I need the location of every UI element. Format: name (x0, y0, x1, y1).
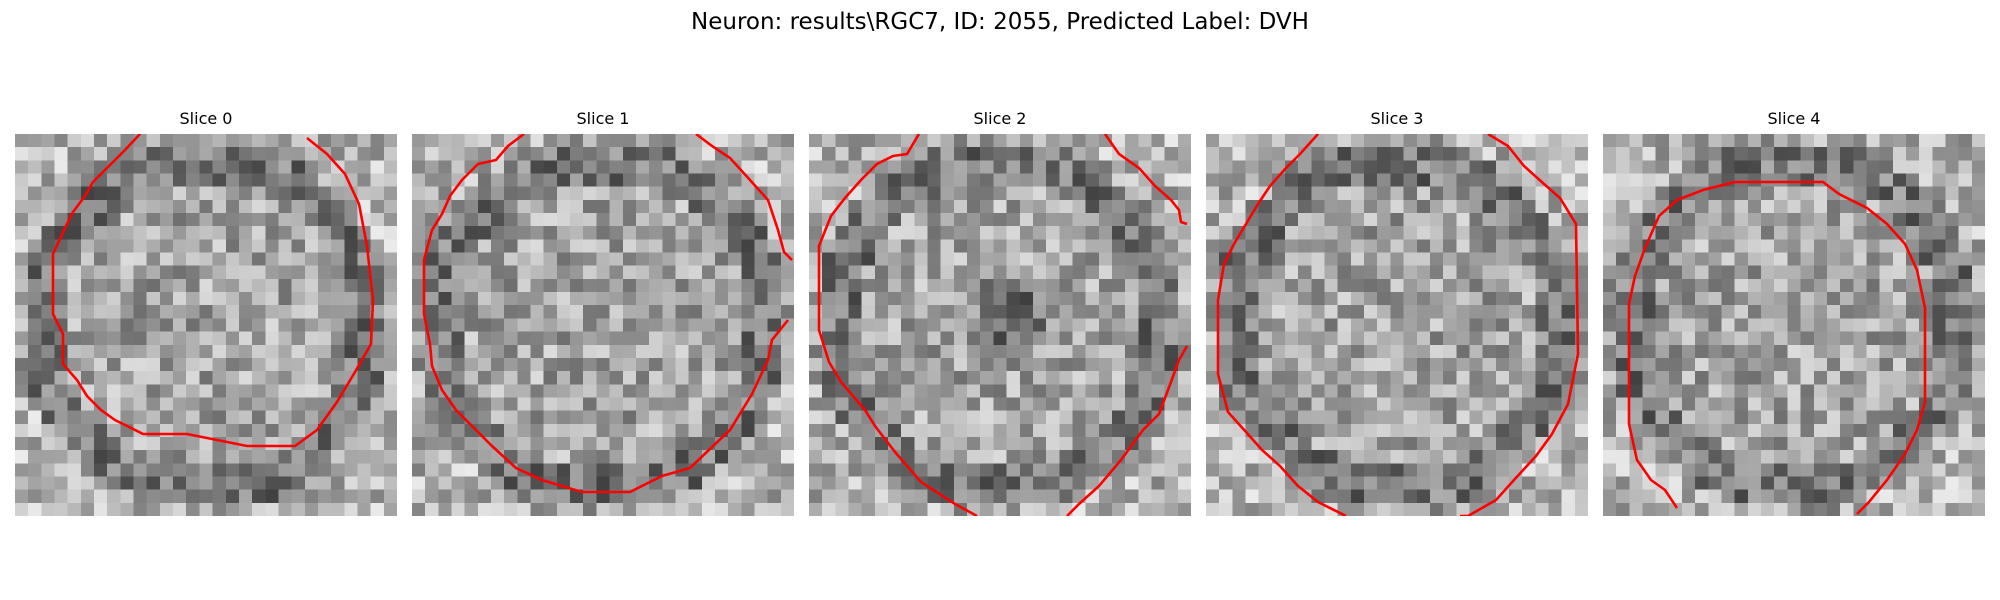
slice-image (15, 134, 397, 516)
slice-title: Slice 2 (973, 109, 1027, 128)
contour-overlay (1627, 180, 1927, 515)
roi-contour-fragment (1103, 134, 1188, 226)
roi-contour (422, 134, 790, 494)
contour-overlay (817, 134, 1189, 516)
slice-panel-0: Slice 0 (15, 108, 397, 520)
slice-image (1206, 134, 1588, 516)
roi-contour (1216, 134, 1347, 516)
contour-overlay (1216, 134, 1580, 516)
slice-panel-1: Slice 1 (412, 108, 794, 520)
roi-contour-fragment (1066, 345, 1189, 516)
slice-title: Slice 3 (1370, 109, 1424, 128)
roi-contour (817, 134, 978, 516)
slice-image (412, 134, 794, 516)
roi-contour-fragment (695, 134, 793, 261)
slice-title: Slice 1 (576, 109, 630, 128)
slice-panel-4: Slice 4 (1603, 108, 1985, 520)
roi-contour (1627, 180, 1927, 515)
figure-title: Neuron: results\RGC7, ID: 2055, Predicte… (691, 9, 1309, 35)
slice-panel-2: Slice 2 (809, 108, 1191, 520)
slice-title: Slice 4 (1767, 109, 1821, 128)
slice-title: Slice 0 (179, 109, 233, 128)
slice-panel-3: Slice 3 (1206, 108, 1588, 520)
contour-overlay (51, 134, 375, 448)
contour-overlay (422, 134, 793, 494)
slice-image (1603, 134, 1985, 516)
roi-contour (51, 134, 375, 448)
roi-contour-fragment (1460, 134, 1580, 516)
